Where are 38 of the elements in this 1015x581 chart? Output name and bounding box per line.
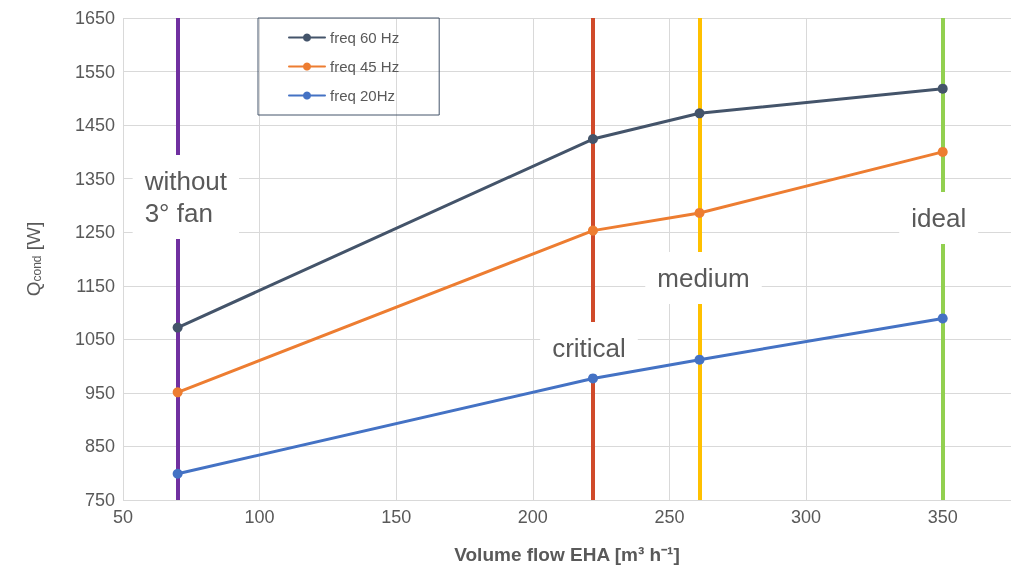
point: [694, 108, 705, 119]
y-tick-label: 950: [84, 382, 115, 403]
y-tick-label: 1350: [74, 168, 115, 189]
point: [172, 322, 183, 333]
y-tick-label: 1450: [74, 115, 115, 136]
point: [587, 373, 598, 384]
x-tick-label: 100: [244, 507, 275, 527]
x-axis-title: Volume flow EHA [m³ h⁻¹]: [454, 544, 680, 565]
ref-line-label: medium: [657, 263, 750, 293]
y-tick-label: 1150: [76, 275, 115, 296]
y-tick-label: 1550: [74, 61, 115, 82]
legend-label: freq 20Hz: [330, 87, 396, 104]
point: [587, 225, 598, 236]
x-tick-label: 200: [517, 507, 548, 527]
y-axis-title: Qcond [W]: [22, 221, 44, 297]
point: [694, 354, 705, 365]
point: [937, 83, 948, 94]
x-tick-label: 350: [927, 507, 958, 527]
point: [172, 468, 183, 479]
point: [694, 207, 705, 218]
y-tick-label: 1250: [74, 222, 115, 243]
ref-line-label: critical: [552, 333, 626, 363]
legend-label: freq 45 Hz: [330, 58, 400, 75]
y-tick-label: 750: [84, 490, 115, 510]
x-tick-label: 300: [791, 507, 822, 527]
x-tick-label: 150: [381, 507, 412, 527]
x-tick-label: 50: [112, 507, 134, 527]
ref-line-label: without 3° fan: [143, 166, 228, 228]
y-tick-label: 1650: [74, 8, 115, 28]
x-tick-label: 250: [654, 507, 685, 527]
point: [937, 146, 948, 157]
ref-line-label: ideal: [911, 203, 967, 233]
y-tick-label: 1050: [74, 329, 115, 350]
point: [587, 134, 598, 145]
point: [172, 387, 183, 398]
point: [937, 313, 948, 324]
y-tick-label: 850: [84, 436, 115, 457]
legend-label: freq 60 Hz: [330, 29, 400, 46]
